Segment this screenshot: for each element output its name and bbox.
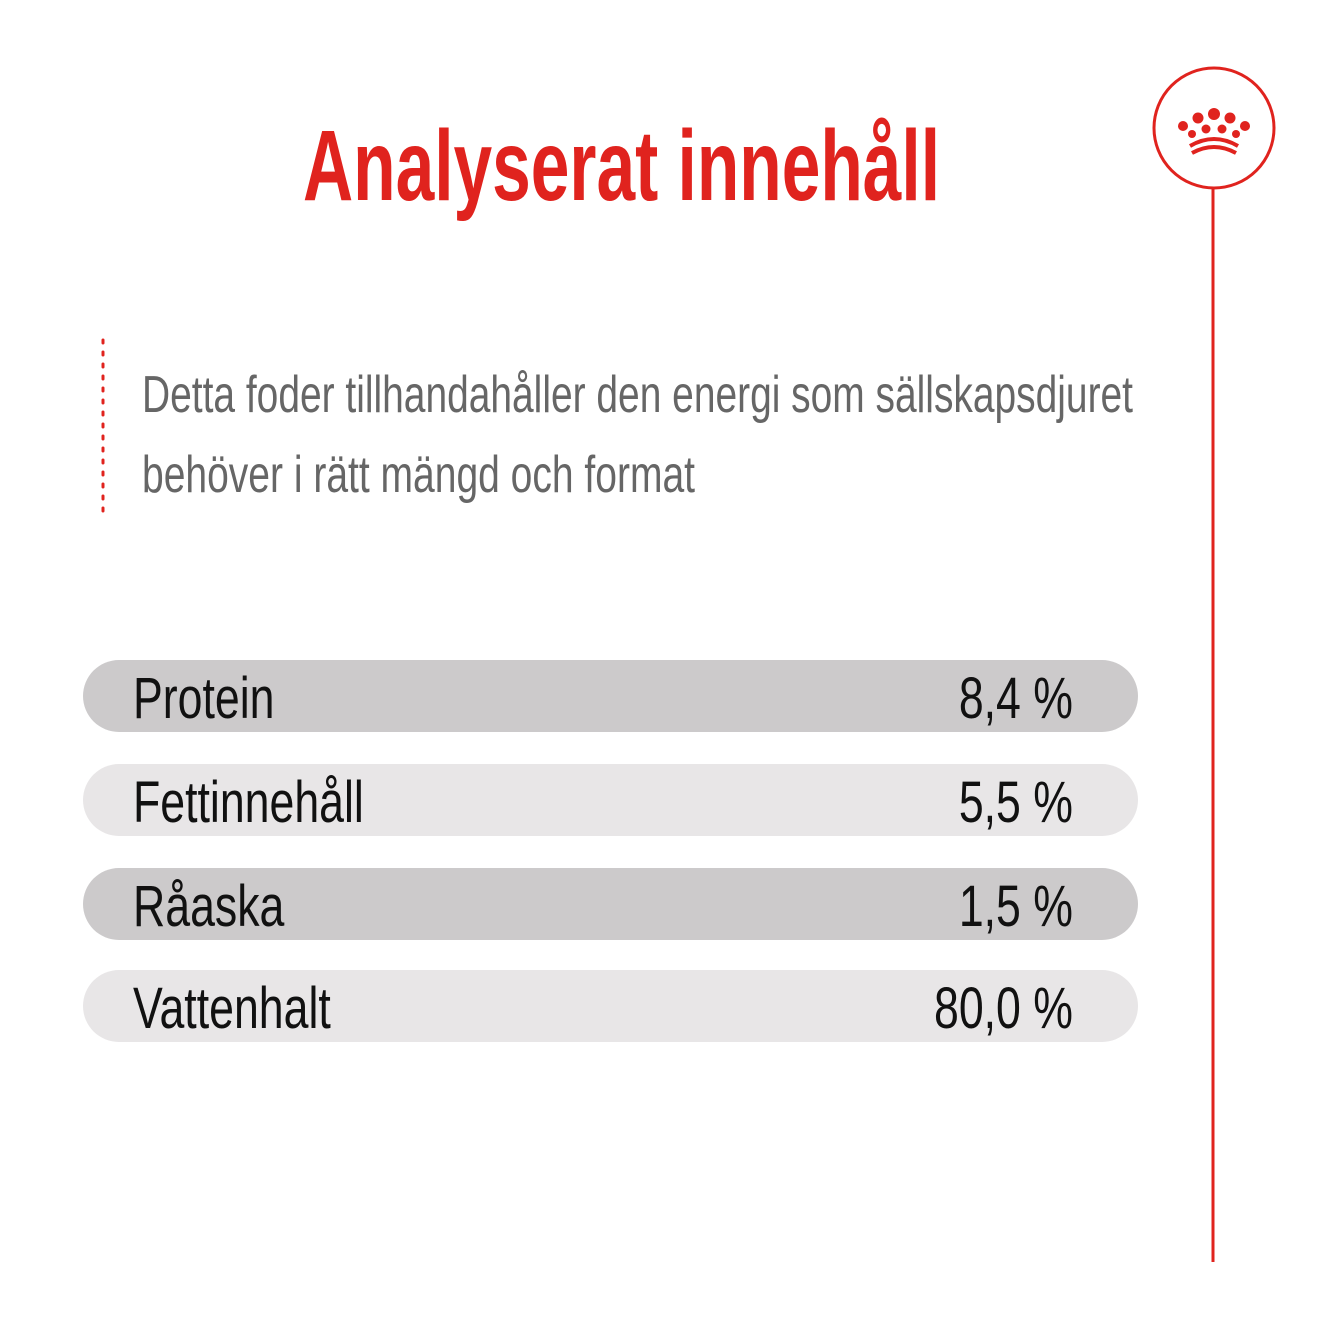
row-label: Fettinnehåll <box>133 769 364 834</box>
row-value: 80,0 % <box>934 975 1073 1040</box>
table-row <box>83 660 1138 732</box>
row-value: 1,5 % <box>959 873 1073 938</box>
row-label: Råaska <box>133 873 285 938</box>
nutrient-table: Protein 8,4 % Fettinnehåll 5,5 % Råaska 1,5 %… <box>83 660 1138 1042</box>
table-row <box>83 764 1138 836</box>
intro-line: behöver i rätt mängd och format <box>142 446 695 504</box>
table-row <box>83 868 1138 940</box>
row-label: Vattenhalt <box>133 975 331 1040</box>
intro-line: Detta foder tillhandahåller den energi s… <box>142 366 1133 424</box>
row-label: Protein <box>133 665 274 730</box>
row-value: 5,5 % <box>959 769 1073 834</box>
table-row <box>83 970 1138 1042</box>
logo <box>1152 66 1276 1262</box>
title: Analyserat innehåll <box>303 110 940 222</box>
row-value: 8,4 % <box>959 665 1073 730</box>
